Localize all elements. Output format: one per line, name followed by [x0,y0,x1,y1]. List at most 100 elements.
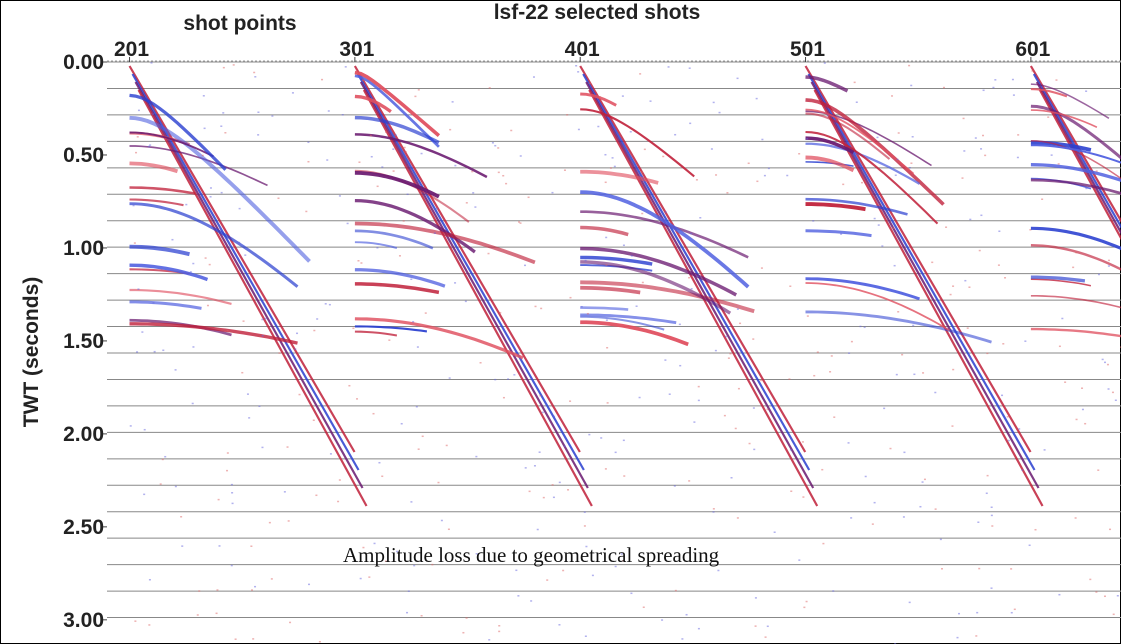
noise [519,155,522,157]
reflection [354,282,440,295]
reflection [805,277,920,301]
direct-arrival [585,81,815,489]
noise [1114,399,1117,402]
noise [394,134,397,136]
noise [1104,361,1107,364]
noise [766,625,769,628]
direct-arrival [137,89,368,507]
reflection [1030,140,1092,152]
noise [1028,544,1031,547]
noise [137,109,140,112]
noise [679,364,682,367]
noise [1111,391,1114,394]
noise [760,267,763,269]
noise [475,553,478,555]
noise [502,174,505,177]
noise [1089,578,1092,581]
noise [606,346,609,349]
reflection [354,330,398,337]
noise [889,447,892,450]
reflection [580,92,617,107]
noise [829,371,832,373]
noise [551,191,554,194]
noise [912,324,915,327]
noise [629,131,632,133]
direct-arrival [1038,89,1121,241]
noise [674,589,677,592]
noise [712,508,715,510]
noise [348,384,351,387]
noise [569,400,572,402]
noise [148,578,151,581]
reflection [580,225,629,237]
reflection [580,108,695,178]
noise [220,125,223,127]
reflection [580,169,659,185]
noise [1018,428,1021,430]
noise [1075,418,1078,421]
noise [753,448,756,451]
noise [976,611,979,614]
reflection [1030,275,1086,283]
noise [805,600,808,603]
noise [1061,317,1064,320]
reflection [354,74,440,148]
noise [435,207,438,210]
noise [307,141,310,144]
noise [903,451,906,454]
noise [494,144,497,147]
noise [939,538,942,541]
y-tick-label: 2.50 [63,516,104,539]
noise [736,308,739,310]
noise [241,371,244,374]
noise [510,129,513,132]
noise [789,285,792,287]
noise [231,492,234,494]
reflection [1030,104,1121,160]
noise [1106,363,1109,366]
noise [488,87,491,89]
noise [1010,568,1013,570]
noise [218,227,221,229]
noise [992,86,995,89]
noise [699,217,702,219]
noise [216,589,219,591]
noise [528,490,531,493]
noise [798,153,801,155]
noise [908,601,911,604]
direct-arrival [807,73,1036,471]
noise [913,373,916,376]
noise [171,238,174,241]
noise [584,635,587,637]
noise [613,165,616,168]
reflection [805,130,939,225]
reflection [1030,278,1092,287]
reflection [805,136,855,155]
noise [1013,608,1016,611]
noise [416,346,419,348]
noise [149,144,152,146]
noise [718,111,721,114]
noise [859,325,862,328]
noise [964,279,967,282]
noise [662,155,665,158]
noise [639,73,642,75]
noise [312,419,315,422]
noise [129,425,132,427]
noise [224,132,227,134]
noise [180,516,183,518]
noise [230,483,233,486]
noise [877,224,880,226]
noise [532,76,535,78]
noise [147,145,150,148]
noise [244,254,247,256]
noise [752,407,755,409]
noise [681,638,684,640]
reflection [805,155,855,173]
noise [990,587,993,589]
noise [1017,134,1020,136]
noise [226,329,229,332]
noise [803,606,806,609]
reflection [354,115,440,145]
noise [604,153,607,156]
